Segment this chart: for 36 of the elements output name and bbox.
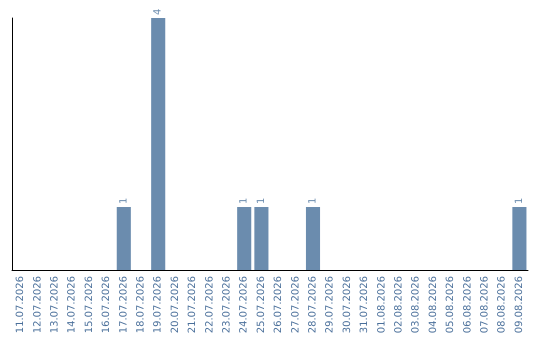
data-label: 1 <box>118 198 130 204</box>
x-tick-label: 01.08.2026 <box>376 276 388 334</box>
x-tick-label: 23.07.2026 <box>222 276 232 334</box>
x-tick-label: 13.07.2026 <box>50 276 60 334</box>
x-tick-label: 21.07.2026 <box>187 276 198 334</box>
x-tick-label: 19.07.2026 <box>152 276 164 334</box>
x-tick-label: 18.07.2026 <box>136 276 146 334</box>
x-tick-label: 03.08.2026 <box>410 276 422 334</box>
data-label: 1 <box>256 198 267 204</box>
x-tick-label: 04.08.2026 <box>428 276 439 334</box>
x-tick-label: 16.07.2026 <box>101 276 112 334</box>
data-label: 4 <box>152 8 164 15</box>
x-tick-label: 28.07.2026 <box>308 276 318 334</box>
x-tick-label: 30.07.2026 <box>342 276 353 334</box>
x-tick-label: 22.07.2026 <box>204 276 216 334</box>
x-tick-label: 08.08.2026 <box>496 276 508 334</box>
x-tick-label: 24.07.2026 <box>238 276 250 334</box>
x-tick-label: 15.07.2026 <box>84 276 95 334</box>
x-tick-label: 11.07.2026 <box>15 276 26 334</box>
x-tick-label: 25.07.2026 <box>256 276 267 334</box>
x-tick-label: 09.08.2026 <box>514 276 525 334</box>
x-tick-label: 14.07.2026 <box>66 276 78 334</box>
x-tick-label: 07.08.2026 <box>480 276 490 334</box>
data-label: 1 <box>308 198 318 204</box>
x-tick-label: 17.07.2026 <box>118 276 130 334</box>
x-tick-label: 06.08.2026 <box>462 276 474 334</box>
x-tick-label: 12.07.2026 <box>32 276 44 334</box>
x-tick-label: 29.07.2026 <box>324 276 336 334</box>
x-tick-label: 02.08.2026 <box>394 276 404 334</box>
x-tick-label: 26.07.2026 <box>273 276 284 334</box>
data-label: 1 <box>514 198 525 204</box>
x-tick-label: 05.08.2026 <box>445 276 456 334</box>
x-tick-label: 27.07.2026 <box>290 276 302 334</box>
x-tick-label: 31.07.2026 <box>359 276 370 334</box>
x-tick-label: 20.07.2026 <box>170 276 181 334</box>
data-label: 1 <box>238 198 250 204</box>
